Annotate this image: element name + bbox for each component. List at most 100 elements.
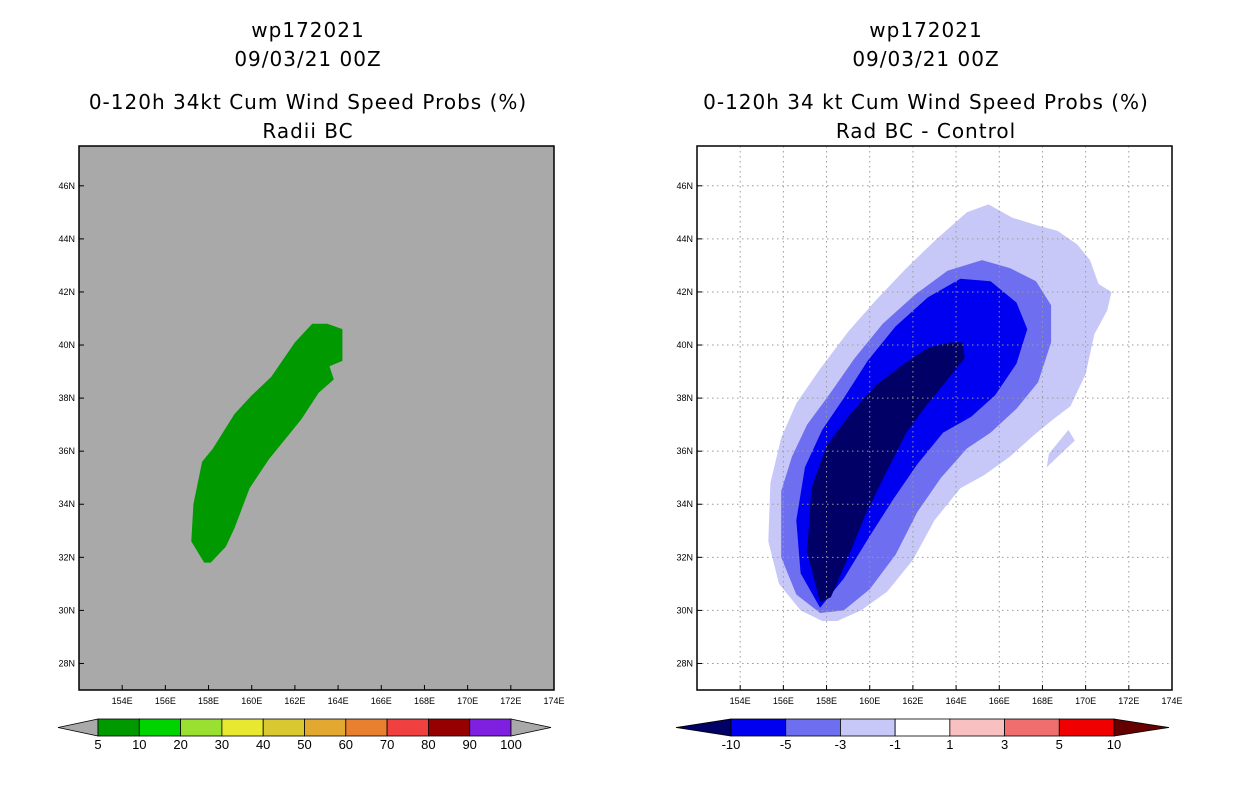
right-date: 09/03/21 00Z [852, 47, 999, 71]
colorbar-label: 50 [297, 737, 311, 752]
colorbar-segment [386, 718, 429, 737]
left-title: 0-120h 34kt Cum Wind Speed Probs (%) [89, 90, 527, 114]
left-subtitle: Radii BC [262, 119, 353, 143]
left-x-tick-label: 172E [500, 696, 521, 706]
right-y-tick-label: 44N [676, 234, 693, 244]
right-y-tick-label: 32N [676, 552, 693, 562]
colorbar-label: 40 [256, 737, 270, 752]
right-x-tick-label: 168E [1032, 696, 1053, 706]
left-colorbar: 5 10 20 30 40 50 60 70 80 90 100 [57, 718, 552, 752]
colorbar-label: -5 [780, 737, 792, 752]
colorbar-segment [840, 718, 896, 737]
right-storm-id: wp172021 [869, 18, 982, 42]
left-y-tick-label: 34N [58, 499, 75, 509]
colorbar-label: 10 [132, 737, 146, 752]
colorbar-segment [138, 718, 182, 737]
colorbar-label: -3 [835, 737, 847, 752]
colorbar-label: 100 [500, 737, 522, 752]
left-x-tick-label: 164E [328, 696, 349, 706]
colorbar-label: 20 [173, 737, 187, 752]
colorbar-segment [180, 718, 223, 737]
right-x-tick-label: 166E [989, 696, 1010, 706]
colorbar-segment [427, 718, 471, 737]
right-x-tick-label: 154E [730, 696, 751, 706]
left-probability-region [191, 323, 343, 563]
colorbar-label: 60 [339, 737, 353, 752]
right-panel: wp172021 09/03/21 00Z 0-120h 34 kt Cum W… [675, 18, 1183, 752]
colorbar-label: -10 [722, 737, 741, 752]
right-grid [697, 146, 1172, 690]
left-panel: wp172021 09/03/21 00Z 0-120h 34kt Cum Wi… [57, 18, 565, 752]
right-x-tick-label: 158E [816, 696, 837, 706]
left-storm-id: wp172021 [251, 18, 364, 42]
colorbar-segment [949, 718, 1005, 737]
left-y-tick-label: 30N [58, 605, 75, 615]
right-axes: 154E 156E 158E 160E 162E 164E 166E 168E 170E 172E… [676, 181, 1182, 706]
right-x-tick-label: 170E [1075, 696, 1096, 706]
right-x-tick-label: 172E [1118, 696, 1139, 706]
left-x-tick-label: 154E [112, 696, 133, 706]
right-title: 0-120h 34 kt Cum Wind Speed Probs (%) [703, 90, 1149, 114]
left-x-tick-label: 158E [198, 696, 219, 706]
right-colorbar: -10 -5 -3 -1 1 3 5 10 [675, 718, 1170, 752]
right-y-tick-label: 28N [676, 658, 693, 668]
colorbar-label: 5 [94, 737, 101, 752]
colorbar-label: 5 [1056, 737, 1063, 752]
right-y-tick-label: 40N [676, 340, 693, 350]
right-y-tick-label: 46N [676, 181, 693, 191]
left-y-tick-label: 28N [58, 658, 75, 668]
right-x-tick-label: 164E [946, 696, 967, 706]
colorbar-label: 90 [462, 737, 476, 752]
colorbar-label: 10 [1107, 737, 1121, 752]
colorbar-segment [345, 718, 388, 737]
right-y-tick-label: 38N [676, 393, 693, 403]
right-contours [768, 204, 1112, 621]
left-x-tick-label: 168E [414, 696, 435, 706]
wind-probability-area [191, 323, 343, 563]
colorbar-label: -1 [889, 737, 901, 752]
left-x-tick-label: 160E [241, 696, 262, 706]
left-x-tick-label: 174E [543, 696, 564, 706]
colorbar-segment [730, 718, 787, 737]
colorbar-segment [894, 718, 951, 737]
right-plot-frame [696, 145, 1173, 691]
right-subtitle: Rad BC - Control [836, 119, 1016, 143]
colorbar-label: 30 [215, 737, 229, 752]
contour-band-1 [1046, 429, 1075, 468]
left-plot-background [79, 146, 554, 690]
colorbar-label: 3 [1001, 737, 1008, 752]
colorbar-end-triangle [510, 718, 552, 737]
left-y-tick-label: 36N [58, 446, 75, 456]
left-axes: 154E 156E 158E 160E 162E 164E 166E 168E 170E 172E… [58, 181, 564, 706]
left-y-tick-label: 32N [58, 552, 75, 562]
left-y-tick-label: 44N [58, 234, 75, 244]
right-x-tick-label: 174E [1161, 696, 1182, 706]
left-y-tick-label: 38N [58, 393, 75, 403]
colorbar-start-triangle [675, 718, 732, 737]
colorbar-segment [262, 718, 305, 737]
left-x-tick-label: 166E [371, 696, 392, 706]
colorbar-segment [1004, 718, 1060, 737]
left-x-tick-label: 162E [284, 696, 305, 706]
right-y-tick-label: 34N [676, 499, 693, 509]
colorbar-end-triangle [1113, 718, 1170, 737]
colorbar-segment [469, 718, 512, 737]
left-plot-frame [78, 145, 555, 691]
left-y-tick-label: 40N [58, 340, 75, 350]
colorbar-segment [785, 718, 841, 737]
right-y-tick-label: 36N [676, 446, 693, 456]
colorbar-segment [304, 718, 347, 737]
colorbar-label: 1 [946, 737, 953, 752]
left-y-tick-label: 46N [58, 181, 75, 191]
left-date: 09/03/21 00Z [234, 47, 381, 71]
right-x-tick-label: 162E [902, 696, 923, 706]
colorbar-label: 80 [421, 737, 435, 752]
colorbar-label: 70 [380, 737, 394, 752]
left-y-tick-label: 42N [58, 287, 75, 297]
colorbar-segment [1058, 718, 1115, 737]
right-y-tick-label: 30N [676, 605, 693, 615]
colorbar-start-triangle [57, 718, 99, 737]
contour-band-4 [807, 342, 965, 603]
right-x-tick-label: 156E [773, 696, 794, 706]
